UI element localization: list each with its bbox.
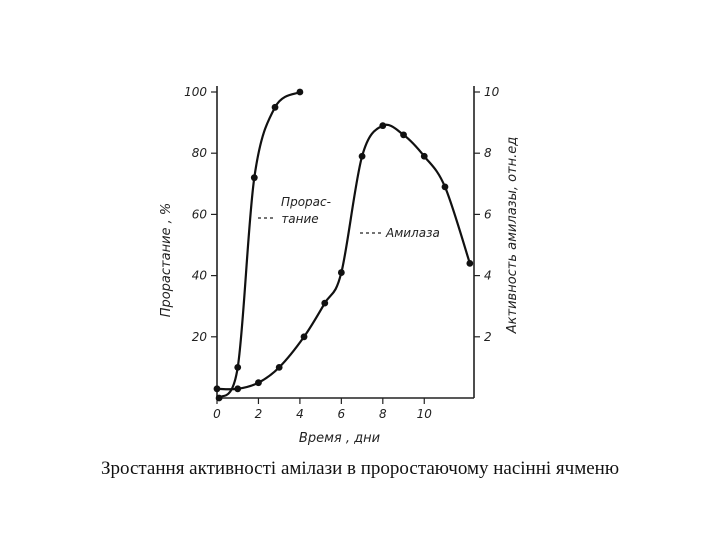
y-right-tick-label: 10 bbox=[484, 85, 500, 99]
y-left-tick-label: 80 bbox=[192, 146, 208, 160]
labels: 0 2 4 6 8 10 20 40 60 80 100 2 4 6 8 10 Время , дни Прора… bbox=[159, 85, 520, 446]
data-point-1 bbox=[379, 122, 387, 130]
curves bbox=[213, 88, 474, 402]
y-left-tick-label: 20 bbox=[192, 330, 208, 344]
y-right-tick-label: 4 bbox=[484, 269, 492, 283]
data-point-0 bbox=[250, 174, 258, 182]
x-axis-title: Время , дни bbox=[299, 431, 380, 446]
series-line-0 bbox=[217, 90, 302, 400]
data-point-1 bbox=[420, 152, 428, 160]
y-axis-left-title: Прорастание , % bbox=[159, 203, 174, 318]
y-right-tick-label: 2 bbox=[484, 330, 492, 344]
y-left-tick-label: 100 bbox=[184, 85, 207, 99]
series-line-1 bbox=[215, 123, 471, 391]
data-point-1 bbox=[300, 333, 308, 341]
x-tick-label: 2 bbox=[255, 407, 263, 421]
data-point-0 bbox=[234, 364, 242, 371]
data-point-0 bbox=[215, 394, 223, 402]
series-label-line: Прорас- bbox=[281, 195, 331, 209]
data-point-1 bbox=[441, 183, 449, 191]
series-label-line: тание bbox=[281, 212, 318, 226]
data-point-1 bbox=[400, 131, 407, 139]
axes bbox=[211, 86, 480, 404]
data-point-1 bbox=[255, 379, 262, 387]
x-tick-label: 6 bbox=[338, 407, 346, 421]
x-tick-label: 0 bbox=[213, 407, 221, 421]
x-tick-label: 4 bbox=[296, 407, 304, 421]
data-point-1 bbox=[275, 364, 283, 371]
data-point-1 bbox=[213, 385, 221, 393]
data-point-1 bbox=[234, 385, 242, 393]
figure-caption: Зростання активності амілази в проростаю… bbox=[100, 458, 620, 479]
y-axis-right-title: Активность амилазы, отн.ед bbox=[505, 137, 520, 334]
data-point-1 bbox=[466, 259, 474, 267]
y-right-tick-label: 6 bbox=[484, 207, 492, 221]
series-label-1: Амилаза bbox=[385, 226, 440, 240]
data-point-1 bbox=[321, 299, 329, 307]
y-right-tick-label: 8 bbox=[484, 146, 492, 160]
x-tick-label: 10 bbox=[417, 407, 433, 421]
data-point-1 bbox=[358, 152, 366, 160]
data-point-0 bbox=[271, 103, 279, 111]
data-point-0 bbox=[296, 88, 304, 96]
y-left-tick-label: 60 bbox=[192, 207, 208, 221]
y-left-tick-label: 40 bbox=[192, 269, 208, 283]
data-point-1 bbox=[337, 269, 345, 276]
x-tick-label: 8 bbox=[379, 407, 387, 421]
